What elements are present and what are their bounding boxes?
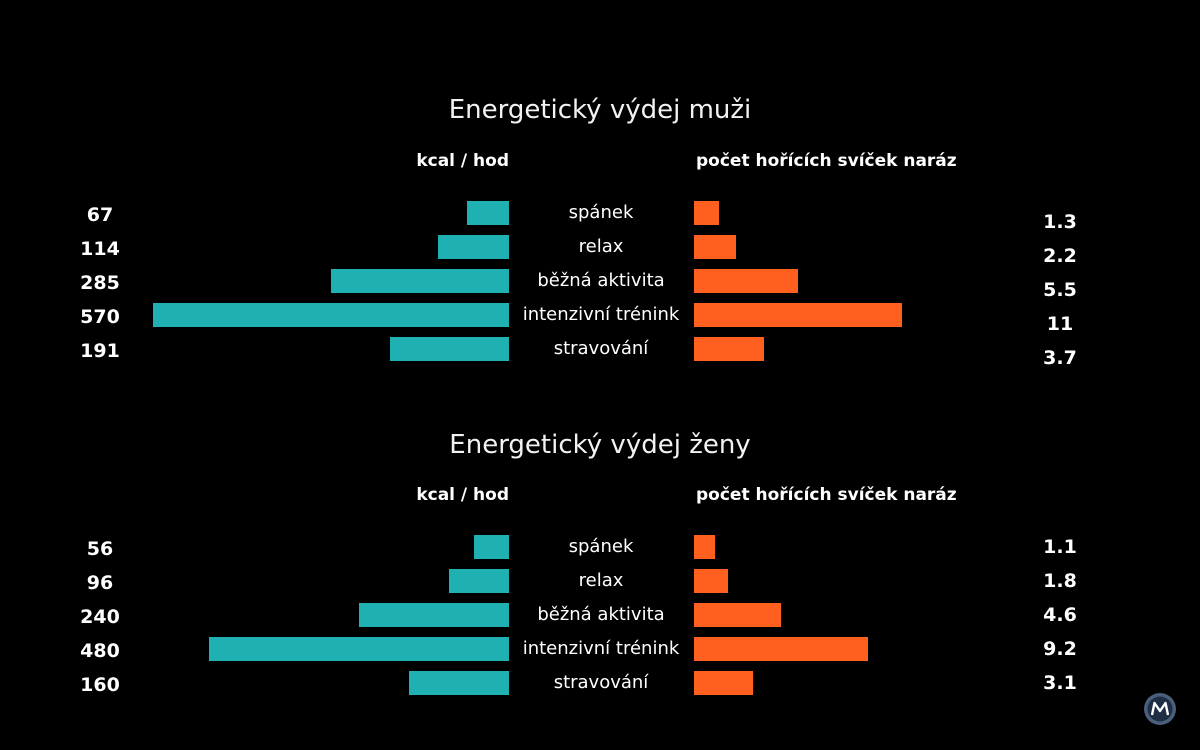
candles-bar (694, 269, 798, 293)
candles-bar (694, 201, 719, 225)
candles-value-label: 1.1 (1043, 536, 1077, 558)
kcal-value-label: 191 (80, 340, 120, 362)
kcal-value-label: 160 (80, 674, 120, 696)
candles-value-label: 11 (1046, 313, 1074, 335)
category-label: relax (578, 236, 624, 257)
kcal-value-label: 480 (80, 640, 120, 662)
candles-bar (694, 637, 868, 661)
candles-value-label: 3.7 (1043, 347, 1077, 369)
candles-bar (694, 337, 764, 361)
kcal-bar (389, 337, 509, 361)
category-label: spánek (568, 202, 634, 223)
category-label: běžná aktivita (537, 604, 665, 625)
category-label: spánek (568, 536, 634, 557)
candles-value-label: 5.5 (1043, 279, 1077, 301)
kcal-value-label: 114 (80, 238, 120, 260)
chart-title-men: Energetický výdej muži (448, 95, 752, 125)
kcal-column-header-men: kcal / hod (416, 151, 509, 171)
candles-value-label: 4.6 (1043, 604, 1077, 626)
category-label: intenzivní trénink (522, 304, 680, 325)
kcal-value-label: 285 (80, 272, 120, 294)
candles-bar (694, 603, 781, 627)
chart-title-women: Energetický výdej ženy (449, 430, 751, 460)
kcal-value-label: 240 (80, 606, 120, 628)
kcal-bar (449, 569, 509, 593)
channel-logo-icon (1144, 693, 1176, 725)
candles-bar (694, 235, 736, 259)
candles-value-label: 3.1 (1043, 672, 1077, 694)
category-label: stravování (553, 672, 649, 693)
candles-value-label: 1.8 (1043, 570, 1077, 592)
candles-bar (694, 569, 729, 593)
candles-value-label: 9.2 (1043, 638, 1077, 660)
category-label: intenzivní trénink (522, 638, 680, 659)
kcal-bar (331, 269, 509, 293)
candles-bar (694, 535, 715, 559)
category-label: relax (578, 570, 624, 591)
kcal-bar (437, 235, 509, 259)
category-label: stravování (553, 338, 649, 359)
kcal-bar (467, 201, 509, 225)
kcal-value-label: 96 (86, 572, 114, 594)
candles-bar (694, 303, 902, 327)
candles-value-label: 1.3 (1043, 211, 1077, 233)
candles-column-header-women: počet hořících svíček naráz (696, 485, 957, 505)
candles-column-header-men: počet hořících svíček naráz (696, 151, 957, 171)
candles-bar (694, 671, 753, 695)
kcal-value-label: 570 (80, 306, 120, 328)
kcal-column-header-women: kcal / hod (416, 485, 509, 505)
kcal-value-label: 67 (86, 204, 114, 226)
kcal-bar (359, 603, 509, 627)
kcal-bar (209, 637, 509, 661)
candles-value-label: 2.2 (1043, 245, 1077, 267)
kcal-bar (153, 303, 509, 327)
kcal-value-label: 56 (86, 538, 114, 560)
kcal-bar (409, 671, 509, 695)
kcal-bar (474, 535, 509, 559)
category-label: běžná aktivita (537, 270, 665, 291)
